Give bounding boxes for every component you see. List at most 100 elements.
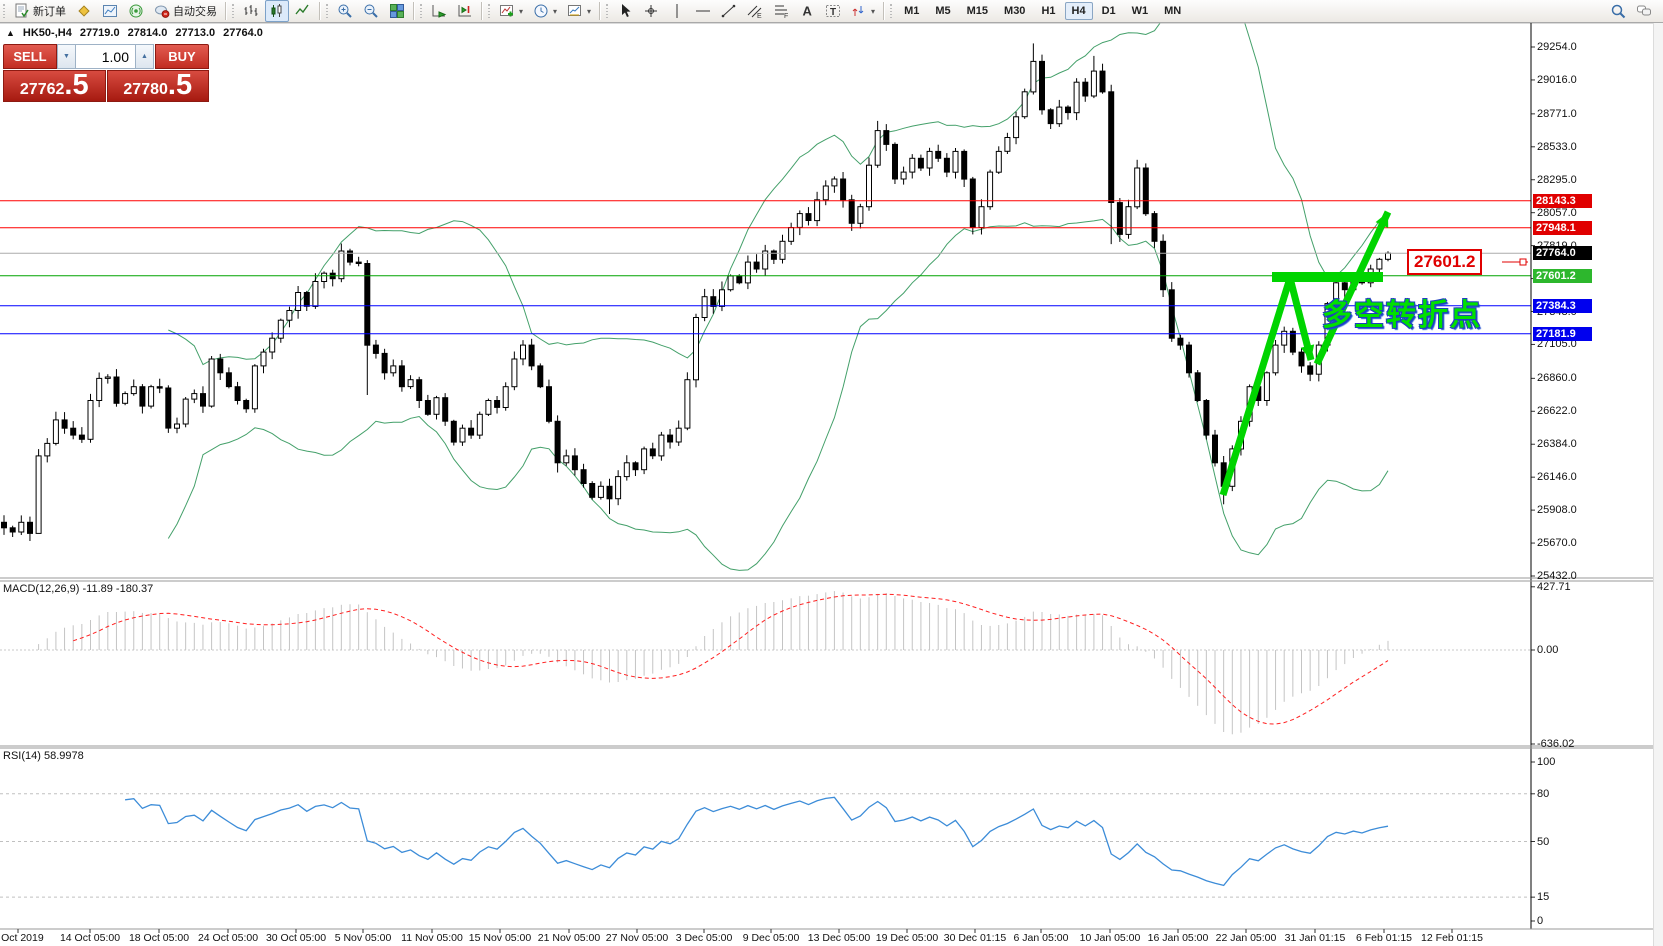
toolbar-grip[interactable] [889, 3, 895, 19]
tf-h1-label: H1 [1041, 5, 1056, 17]
price-tick: 28533.0 [1537, 140, 1577, 153]
timeframe-tf-m30-button[interactable]: M30 [997, 2, 1032, 20]
toolbar-grip[interactable] [419, 3, 424, 19]
new-order-icon [14, 3, 30, 19]
candlestick-chart-button[interactable] [265, 0, 289, 22]
tf-m15-label: M15 [966, 5, 989, 17]
ohlc-close: 27764.0 [223, 27, 263, 39]
chat-button[interactable] [1632, 0, 1656, 22]
candlestick-chart-icon [269, 3, 285, 19]
sell-price[interactable]: 27762.5 [3, 70, 106, 102]
rsi-name: RSI(14) [3, 750, 41, 762]
chart-shift-button[interactable] [453, 0, 477, 22]
price-callout-label[interactable]: 27601.2 [1407, 249, 1483, 275]
price-tick: 29016.0 [1537, 73, 1577, 86]
toolbar-grip[interactable] [2, 3, 7, 19]
line-chart-button[interactable] [291, 0, 315, 22]
buy-button[interactable]: BUY [155, 44, 209, 69]
new-order-button[interactable]: 新订单 [10, 0, 70, 22]
ohlc-low: 27713.0 [175, 27, 216, 39]
ohlc-open: 27719.0 [79, 27, 120, 39]
navigator-button[interactable] [124, 0, 148, 22]
periodicity-dropdown-icon[interactable]: ▾ [553, 6, 558, 16]
time-tick: 21 Nov 05:00 [537, 932, 601, 944]
time-tick: 15 Nov 05:00 [468, 932, 532, 944]
time-tick: 19 Dec 05:00 [875, 932, 939, 944]
volume-decrease-button[interactable]: ▼ [57, 44, 76, 69]
macd-value: -11.89 [82, 583, 113, 595]
toolbar-separator [883, 2, 885, 20]
arrows-button[interactable]: ▾ [847, 0, 879, 22]
sell-button[interactable]: SELL [3, 44, 57, 69]
market-watch-icon [102, 3, 118, 19]
svg-text:A: A [803, 4, 813, 19]
price-tick: 26860.0 [1537, 372, 1577, 385]
text-label-icon: T [825, 3, 841, 19]
timeframe-tf-h4-button[interactable]: H4 [1064, 2, 1093, 20]
chart-annotation-text[interactable]: 多空转折点 [1322, 299, 1482, 332]
timeframe-tf-d1-button[interactable]: D1 [1095, 2, 1123, 20]
autotrading-button[interactable]: 自动交易 [150, 0, 221, 22]
toolbar-grip[interactable] [487, 3, 492, 19]
chart-shift-icon [457, 3, 473, 19]
cursor-icon [617, 3, 633, 19]
toolbar-grip[interactable] [605, 3, 611, 19]
timeframe-tf-w1-button[interactable]: W1 [1125, 2, 1156, 20]
tf-h4-label: H4 [1071, 5, 1086, 17]
zoom-out-icon [363, 3, 379, 19]
templates-button[interactable]: ▾ [563, 0, 595, 22]
price-level-label: 27181.9 [1533, 326, 1592, 341]
horizontal-line-icon [695, 3, 711, 19]
time-tick: 13 Dec 05:00 [807, 932, 871, 944]
text-button[interactable]: A [795, 0, 819, 22]
templates-dropdown-icon[interactable]: ▾ [587, 6, 592, 16]
vertical-scrollbar[interactable] [1653, 22, 1663, 946]
search-button[interactable] [1606, 0, 1630, 22]
volume-input[interactable]: 1.00 [76, 44, 135, 69]
rsi-axis-tick: 0 [1537, 915, 1544, 927]
time-tick: 30 Oct 05:00 [265, 932, 327, 944]
symbol-name: HK50-,H4 [22, 27, 72, 39]
tile-windows-button[interactable] [385, 0, 409, 22]
quotes-button[interactable] [72, 0, 96, 22]
timeframe-tf-h1-button[interactable]: H1 [1034, 2, 1062, 20]
buy-price-big-digit: .5 [167, 69, 193, 101]
timeframe-tf-m5-button[interactable]: M5 [928, 2, 957, 20]
price-tick: 29254.0 [1537, 41, 1577, 53]
timeframe-tf-mn-button[interactable]: MN [1157, 2, 1188, 20]
price-level-label: 27384.3 [1533, 298, 1592, 313]
fibonacci-button[interactable]: F [769, 0, 793, 22]
auto-scroll-button[interactable] [427, 0, 451, 22]
text-label-button[interactable]: T [821, 0, 845, 22]
trade-panel-collapse-icon[interactable]: ▲ [6, 28, 15, 38]
tf-d1-label: D1 [1101, 5, 1116, 17]
timeframe-tf-m15-button[interactable]: M15 [960, 2, 995, 20]
periodicity-button[interactable]: ▾ [529, 0, 561, 22]
trendline-button[interactable] [717, 0, 741, 22]
bar-chart-button[interactable] [239, 0, 263, 22]
cursor-button[interactable] [613, 0, 637, 22]
vertical-line-button[interactable] [665, 0, 689, 22]
rsi-axis-tick: 80 [1537, 787, 1550, 800]
toolbar-grip[interactable] [325, 3, 330, 19]
zoom-in-button[interactable] [333, 0, 357, 22]
timeframe-tf-m1-button[interactable]: M1 [897, 2, 926, 20]
buy-price[interactable]: 27780.5 [106, 69, 209, 102]
zoom-in-icon [337, 3, 353, 19]
crosshair-button[interactable] [639, 0, 663, 22]
toolbar-grip[interactable] [231, 3, 236, 19]
navigator-icon [128, 3, 144, 19]
time-tick: 10 Jan 05:00 [1079, 932, 1141, 944]
horizontal-line-button[interactable] [691, 0, 715, 22]
equidistant-channel-button[interactable]: E [743, 0, 767, 22]
volume-increase-button[interactable]: ▲ [135, 44, 154, 69]
price-tick: 25670.0 [1537, 537, 1577, 550]
toolbar-separator [413, 2, 414, 20]
add-indicator-dropdown-icon[interactable]: ▾ [519, 6, 524, 16]
market-watch-button[interactable] [98, 0, 122, 22]
zoom-out-button[interactable] [359, 0, 383, 22]
equidistant-channel-icon: E [747, 3, 763, 19]
arrows-dropdown-icon[interactable]: ▾ [871, 6, 876, 16]
add-indicator-button[interactable]: ▾ [495, 0, 527, 22]
